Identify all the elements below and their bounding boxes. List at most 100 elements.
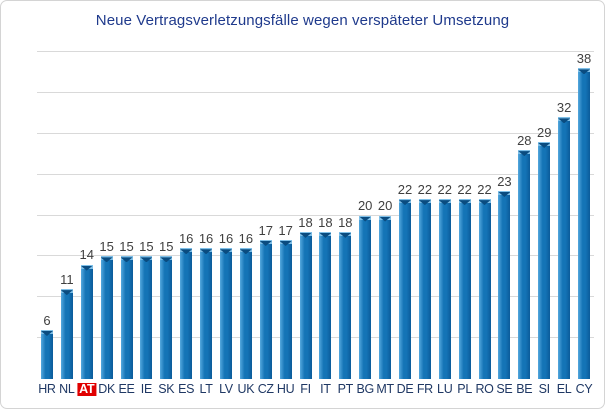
- bars-container: 6 HR 11 NL 14 AT 15 DK 15 EE 15 IE 15 SK 16 ES 16 LT 16 LV 1…: [37, 51, 594, 397]
- bar-value-label: 18: [298, 214, 313, 230]
- gridline: [37, 255, 594, 257]
- bar-value-label: 22: [477, 181, 492, 197]
- gridline: [37, 214, 594, 216]
- plot-area: 6 HR 11 NL 14 AT 15 DK 15 EE 15 IE 15 SK 16 ES 16 LT 16 LV 1…: [37, 51, 594, 397]
- bar-sk: [160, 256, 173, 379]
- bar-se: [498, 190, 511, 379]
- category-label-cy: CY: [575, 382, 593, 396]
- category-label-de: DE: [396, 382, 414, 396]
- category-label-pt: PT: [337, 382, 354, 396]
- bar-be: [518, 150, 531, 379]
- bar-column-si: 29 SI: [534, 52, 554, 396]
- bar-cz: [259, 240, 272, 379]
- bar-it: [319, 231, 332, 379]
- category-label-at: AT: [77, 382, 97, 397]
- category-label-ie: IE: [140, 382, 153, 396]
- bar-si: [538, 141, 551, 379]
- bar-value-label: 32: [556, 100, 572, 116]
- bar-column-es: 16 ES: [176, 52, 196, 396]
- bar-column-lt: 16 LT: [196, 52, 216, 396]
- bar-column-dk: 15 DK: [97, 52, 117, 395]
- bar-value-label: 28: [517, 132, 532, 148]
- bar-value-label: 16: [238, 230, 254, 246]
- bar-value-label: 16: [198, 230, 214, 246]
- bar-hu: [279, 240, 292, 379]
- bar-bg: [359, 215, 372, 379]
- gridline: [37, 51, 594, 52]
- bar-uk: [239, 248, 252, 379]
- category-label-lv: LV: [219, 382, 233, 396]
- category-label-nl: NL: [59, 382, 75, 396]
- bar-value-label: 23: [497, 173, 512, 189]
- bar-value-label: 17: [258, 222, 273, 238]
- bar-value-label: 14: [79, 247, 94, 263]
- bar-column-cy: 38 CY: [574, 51, 594, 395]
- category-label-pl: PL: [457, 382, 472, 396]
- bar-fr: [418, 199, 431, 379]
- chart-title: Neue Vertragsverletzungsfälle wegen vers…: [95, 12, 510, 29]
- bar-column-fi: 18 FI: [296, 52, 316, 396]
- category-label-uk: UK: [237, 382, 255, 396]
- bar-value-label: 15: [159, 239, 174, 255]
- bar-value-label: 16: [178, 230, 194, 246]
- bar-de: [398, 199, 411, 379]
- bar-column-bg: 20 BG: [355, 52, 375, 395]
- bar-at: [80, 264, 93, 379]
- bar-value-label: 22: [437, 181, 452, 197]
- bar-column-it: 18 IT: [315, 52, 335, 396]
- bar-column-el: 32 EL: [554, 52, 574, 395]
- bar-column-hu: 17 HU: [276, 52, 296, 396]
- bar-ie: [140, 256, 153, 379]
- bar-value-label: 22: [457, 181, 472, 197]
- bar-pt: [339, 231, 352, 379]
- bar-value-label: 11: [60, 271, 74, 287]
- bar-column-ro: 22 RO: [475, 52, 495, 396]
- bar-column-uk: 16 UK: [236, 52, 256, 396]
- bar-value-label: 15: [119, 239, 134, 255]
- bar-mt: [379, 215, 392, 379]
- category-label-be: BE: [516, 382, 533, 396]
- bar-ro: [478, 199, 491, 379]
- category-label-mt: MT: [376, 382, 394, 396]
- bar-fi: [299, 231, 312, 379]
- bar-el: [558, 117, 571, 379]
- bar-column-nl: 11 NL: [57, 52, 77, 396]
- bar-column-pl: 22 PL: [455, 52, 475, 396]
- bar-value-label: 6: [43, 312, 51, 328]
- bar-column-ie: 15 IE: [136, 52, 156, 395]
- category-label-el: EL: [556, 382, 572, 396]
- gridline: [37, 132, 594, 134]
- bar-value-label: 16: [218, 230, 234, 246]
- category-label-fi: FI: [300, 382, 311, 396]
- bar-value-label: 17: [278, 222, 293, 238]
- category-label-fr: FR: [416, 382, 433, 396]
- bar-es: [180, 248, 193, 379]
- bar-value-label: 20: [357, 198, 373, 214]
- category-label-lt: LT: [199, 382, 213, 396]
- category-label-si: SI: [538, 382, 551, 396]
- bar-ee: [120, 256, 133, 379]
- category-label-sk: SK: [158, 382, 175, 396]
- bar-column-at: 14 AT: [77, 52, 97, 397]
- bar-lt: [200, 248, 213, 379]
- bar-value-label: 22: [417, 181, 433, 197]
- bar-nl: [60, 289, 73, 379]
- bar-value-label: 15: [139, 239, 154, 255]
- bar-value-label: 18: [338, 214, 353, 230]
- category-label-hu: HU: [276, 382, 295, 396]
- bar-cy: [577, 68, 590, 379]
- bar-column-se: 23 SE: [494, 52, 514, 396]
- category-label-es: ES: [178, 382, 195, 396]
- bar-column-hr: 6 HR: [37, 52, 57, 396]
- gridline: [37, 173, 594, 175]
- category-label-cz: CZ: [257, 382, 274, 396]
- bar-column-sk: 15 SK: [156, 52, 176, 395]
- gridline: [37, 91, 594, 93]
- bar-pl: [458, 199, 471, 379]
- bar-column-ee: 15 EE: [117, 52, 137, 395]
- bar-lu: [438, 199, 451, 379]
- bar-value-label: 20: [377, 198, 393, 214]
- bar-column-cz: 17 CZ: [256, 52, 276, 396]
- bar-value-label: 18: [318, 214, 333, 230]
